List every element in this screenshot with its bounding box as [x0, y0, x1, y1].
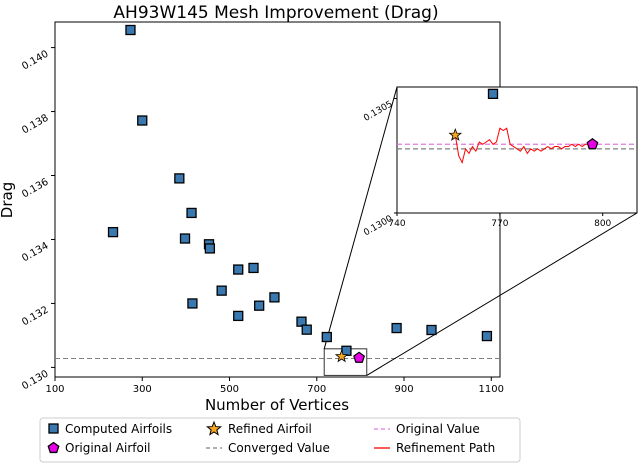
x-tick-label: 300 [133, 384, 152, 395]
computed-airfoil-point [179, 233, 191, 244]
computed-airfoil-point [216, 285, 227, 296]
legend-frame [39, 417, 521, 463]
x-axis-title: Number of Vertices [205, 396, 349, 414]
computed-airfoil-point [254, 300, 265, 311]
computed-airfoil-point [248, 262, 259, 274]
inset-content [397, 88, 637, 165]
legend-marker-computed-airfoils [48, 423, 59, 434]
computed-airfoil-point [187, 298, 198, 309]
inset-connector-top [323, 86, 398, 349]
x-tick-label: 100 [45, 384, 64, 395]
x-tick-label: 500 [220, 384, 239, 395]
x-tick-label: 1100 [479, 384, 504, 395]
legend-label-refined-airfoil: Refined Airfoil [228, 422, 312, 436]
y-tick-label: 0.136 [20, 177, 50, 201]
inset-plot-area [396, 86, 638, 214]
computed-airfoil-point [269, 292, 280, 303]
legend-label-computed-airfoils: Computed Airfoils [65, 422, 172, 436]
legend-label-original-value: Original Value [396, 422, 480, 436]
x-tick-label: 900 [394, 384, 413, 395]
y-tick-label: 0.138 [20, 113, 50, 137]
computed-airfoil-point [174, 173, 185, 184]
legend-label-converged-value: Converged Value [228, 441, 330, 455]
y-axis-title: Drag [0, 182, 16, 218]
computed-airfoil-point [321, 331, 332, 343]
y-tick-label: 0.140 [20, 49, 50, 73]
x-tick-label: 700 [307, 384, 326, 395]
computed-airfoil-point [426, 324, 437, 336]
legend-marker-refined-airfoil [206, 420, 222, 436]
computed-airfoil-point [481, 330, 493, 342]
computed-airfoil-point [301, 324, 312, 335]
y-tick-label: 0.134 [20, 241, 50, 265]
inset-computed-airfoil-point [487, 88, 499, 100]
computed-airfoil-point [233, 264, 244, 275]
y-tick-label: 0.132 [20, 305, 50, 329]
refined-airfoil-point [334, 349, 349, 363]
legend-label-original-airfoil: Original Airfoil [65, 441, 150, 455]
legend: Computed Airfoils Original Airfoil Refin… [39, 417, 521, 463]
main-points [107, 24, 493, 363]
computed-airfoil-point [186, 207, 197, 219]
computed-airfoil-point [125, 24, 136, 36]
inset-x-tick-label: 770 [491, 219, 508, 229]
inset-x-tick-label: 800 [594, 219, 611, 229]
legend-label-refinement-path: Refinement Path [396, 441, 495, 455]
computed-airfoil-point [137, 115, 148, 126]
inset-connector-bottom [366, 212, 638, 376]
inset-original-airfoil-point [586, 138, 599, 150]
original-airfoil-point [353, 351, 366, 363]
inset-refined-airfoil-point [448, 127, 463, 141]
computed-airfoil-point [391, 322, 402, 334]
computed-airfoil-point [107, 226, 119, 238]
inset-x-tick-label: 740 [388, 219, 405, 229]
legend-marker-original-airfoil [47, 441, 60, 454]
chart-title: AH93W145 Mesh Improvement (Drag) [113, 3, 438, 23]
computed-airfoil-point [296, 316, 307, 327]
computed-airfoil-point [204, 243, 216, 254]
computed-airfoil-point [233, 310, 244, 322]
inset-refinement-path [454, 127, 593, 165]
